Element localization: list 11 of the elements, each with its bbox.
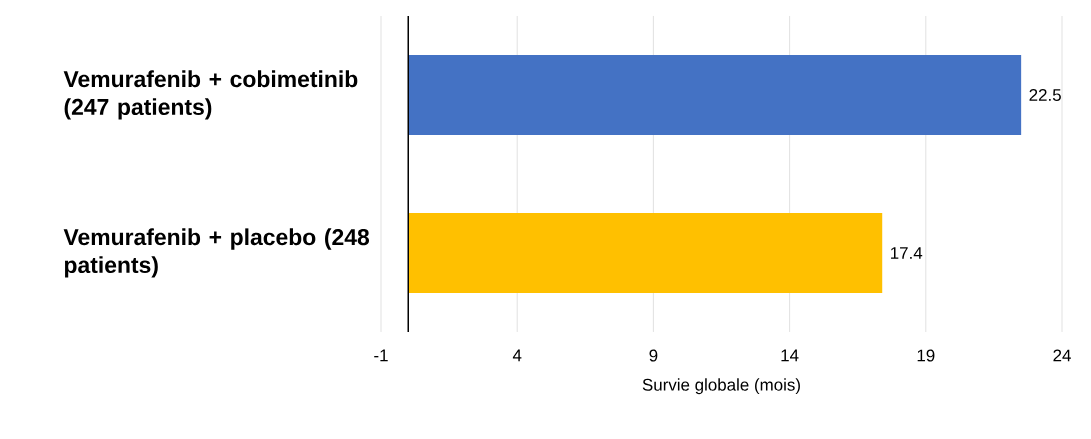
- x-tick-label: 14: [781, 349, 799, 362]
- x-tick-label: 9: [649, 349, 658, 362]
- data-label: 22.5: [1029, 89, 1061, 101]
- x-tick-label: 19: [917, 349, 935, 362]
- y-tick-label: Vemurafenib + cobimetinib (247 patients): [63, 70, 358, 120]
- data-label: 17.4: [891, 247, 923, 259]
- y-tick-label: Vemurafenib + placebo (248 patients): [63, 228, 370, 278]
- x-tick-label: 24: [1053, 349, 1071, 362]
- x-axis-title: Survie globale (mois): [642, 378, 800, 395]
- x-tick-label: 4: [512, 349, 522, 362]
- x-tick-label: -1: [374, 349, 388, 362]
